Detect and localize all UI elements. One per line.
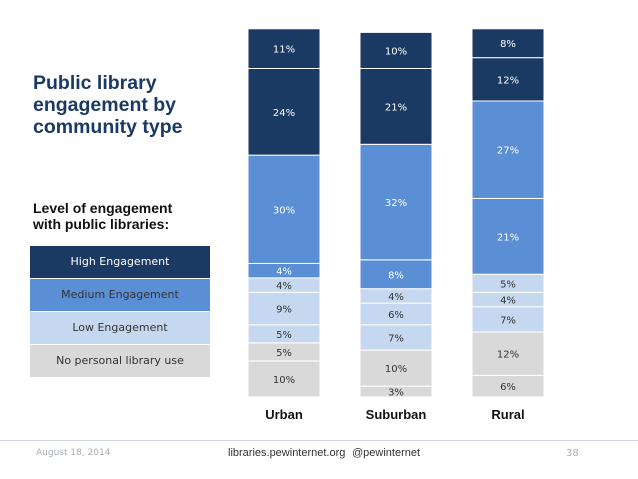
bar-segment-rural-2: [471, 306, 545, 333]
footer-divider: [0, 440, 638, 441]
data-label-urban-3: 9%: [276, 305, 292, 316]
data-label-urban-6: 30%: [273, 205, 295, 216]
legend-item-medium: Medium Engagement: [30, 279, 210, 312]
data-label-rural-2: 7%: [500, 315, 516, 326]
data-label-rural-3: 4%: [500, 296, 516, 307]
data-label-suburban-3: 6%: [388, 310, 404, 321]
page-number: 38: [566, 448, 579, 459]
data-label-urban-4: 4%: [276, 281, 292, 292]
bar-segment-urban-8: [247, 28, 321, 69]
data-label-urban-8: 11%: [273, 45, 295, 56]
category-label-rural: Rural: [491, 407, 524, 422]
data-label-rural-5: 21%: [497, 232, 519, 243]
data-label-suburban-1: 10%: [385, 364, 407, 375]
footer-date: August 18, 2014: [36, 448, 111, 458]
data-label-suburban-0: 3%: [388, 388, 404, 399]
data-label-urban-1: 5%: [276, 348, 292, 359]
bar-segment-urban-6: [247, 154, 321, 264]
data-label-suburban-5: 8%: [388, 270, 404, 281]
data-label-rural-7: 12%: [497, 75, 519, 86]
data-label-urban-2: 5%: [276, 330, 292, 341]
bar-segment-rural-1: [471, 331, 545, 376]
bar-segment-suburban-1: [359, 349, 433, 387]
data-label-rural-1: 12%: [497, 350, 519, 361]
data-label-suburban-7: 21%: [385, 102, 407, 113]
bar-segment-rural-5: [471, 197, 545, 275]
data-label-urban-5: 4%: [276, 267, 292, 278]
bar-segment-suburban-8: [359, 31, 433, 69]
bar-segment-rural-7: [471, 57, 545, 102]
data-label-suburban-6: 32%: [385, 198, 407, 209]
bar-segment-suburban-5: [359, 259, 433, 290]
bar-segment-urban-7: [247, 67, 321, 156]
data-label-rural-8: 8%: [500, 39, 516, 50]
data-label-suburban-2: 7%: [388, 333, 404, 344]
bar-segment-urban-3: [247, 291, 321, 326]
chart-title: Public library engagement by community t…: [33, 72, 183, 138]
bar-segment-suburban-6: [359, 143, 433, 261]
legend-item-none: No personal library use: [30, 345, 210, 378]
bar-segment-rural-8: [471, 28, 545, 59]
data-label-rural-4: 5%: [500, 279, 516, 290]
category-label-urban: Urban: [265, 407, 303, 422]
data-label-suburban-4: 4%: [388, 292, 404, 303]
legend-item-high: High Engagement: [30, 246, 210, 279]
data-label-urban-7: 24%: [273, 108, 295, 119]
stacked-bar-chart: 10% 5% 5% 9% 4% 4% 30% 24% 11% Urban 3% 10% 7% 6% 4% 8%…: [247, 28, 545, 422]
bar-segment-rural-6: [471, 100, 545, 199]
category-label-suburban: Suburban: [366, 407, 427, 422]
legend-title: Level of engagement with public librarie…: [33, 200, 173, 232]
data-label-suburban-8: 10%: [385, 46, 407, 57]
bar-segment-suburban-7: [359, 67, 433, 145]
data-label-rural-0: 6%: [500, 382, 516, 393]
footer-handle: @pewinternet: [352, 447, 421, 459]
footer-site: libraries.pewinternet.org: [228, 447, 346, 459]
data-label-urban-0: 10%: [273, 375, 295, 386]
data-label-rural-6: 27%: [497, 146, 519, 157]
legend: High Engagement Medium Engagement Low Enga…: [30, 246, 210, 378]
bar-segment-urban-0: [247, 360, 321, 398]
legend-item-low: Low Engagement: [30, 312, 210, 345]
